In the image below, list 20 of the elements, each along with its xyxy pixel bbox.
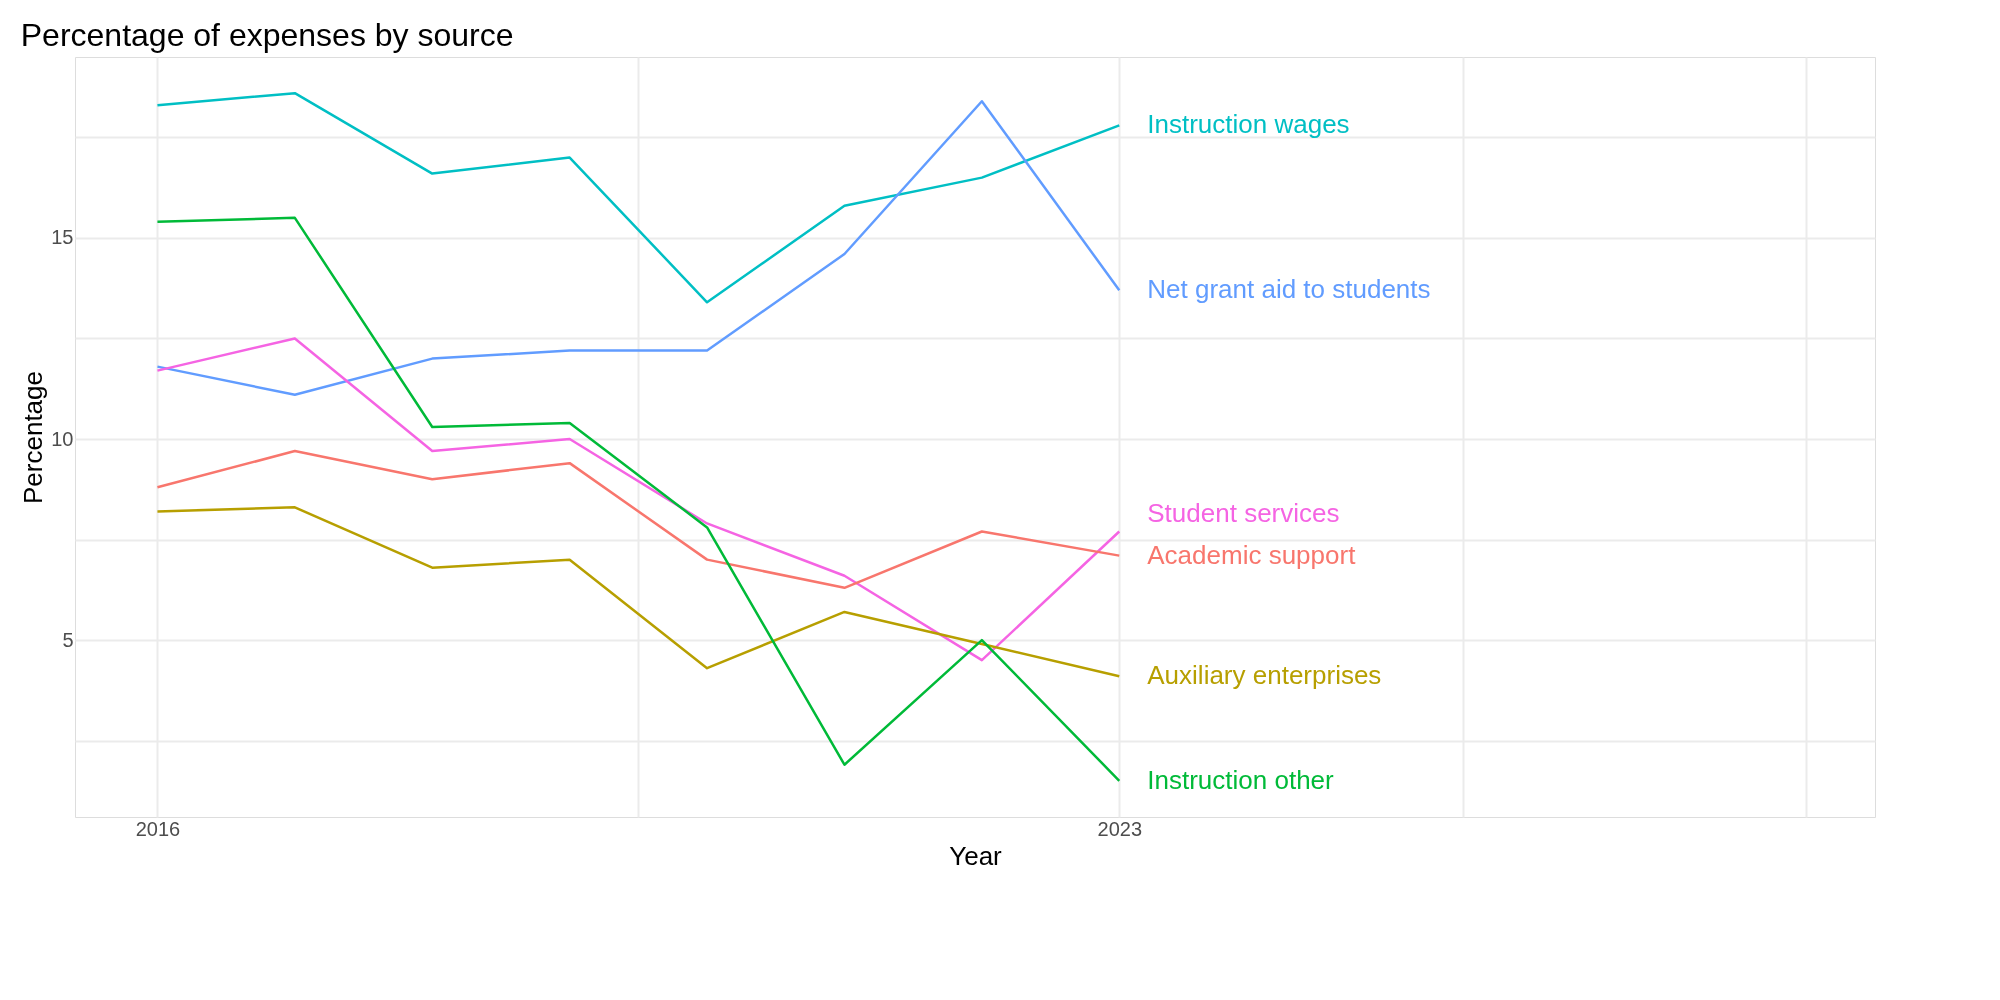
chart-title: Percentage of expenses by source xyxy=(20,17,514,53)
line-series xyxy=(156,216,1121,783)
line-series xyxy=(156,506,1121,678)
y-axis-title: Percentage xyxy=(18,371,49,504)
series-label: Student services xyxy=(1147,497,1340,528)
y-tick-label: 5 xyxy=(62,628,74,651)
x-axis-title: Year xyxy=(949,840,1003,871)
series-label: Instruction wages xyxy=(1147,109,1350,140)
series-label: Academic support xyxy=(1147,539,1357,570)
series-label: Net grant aid to students xyxy=(1147,274,1431,305)
y-tick-label: 10 xyxy=(51,427,74,450)
line-series xyxy=(156,91,1121,304)
x-tick-label: 2023 xyxy=(1097,817,1143,840)
y-tick-label: 15 xyxy=(51,226,74,249)
line-series xyxy=(156,99,1121,397)
line-series xyxy=(156,449,1121,590)
series-label: Auxiliary enterprises xyxy=(1147,660,1382,691)
x-tick-label: 2016 xyxy=(135,817,181,840)
series-label: Instruction other xyxy=(1147,764,1335,795)
line-series xyxy=(156,337,1121,662)
